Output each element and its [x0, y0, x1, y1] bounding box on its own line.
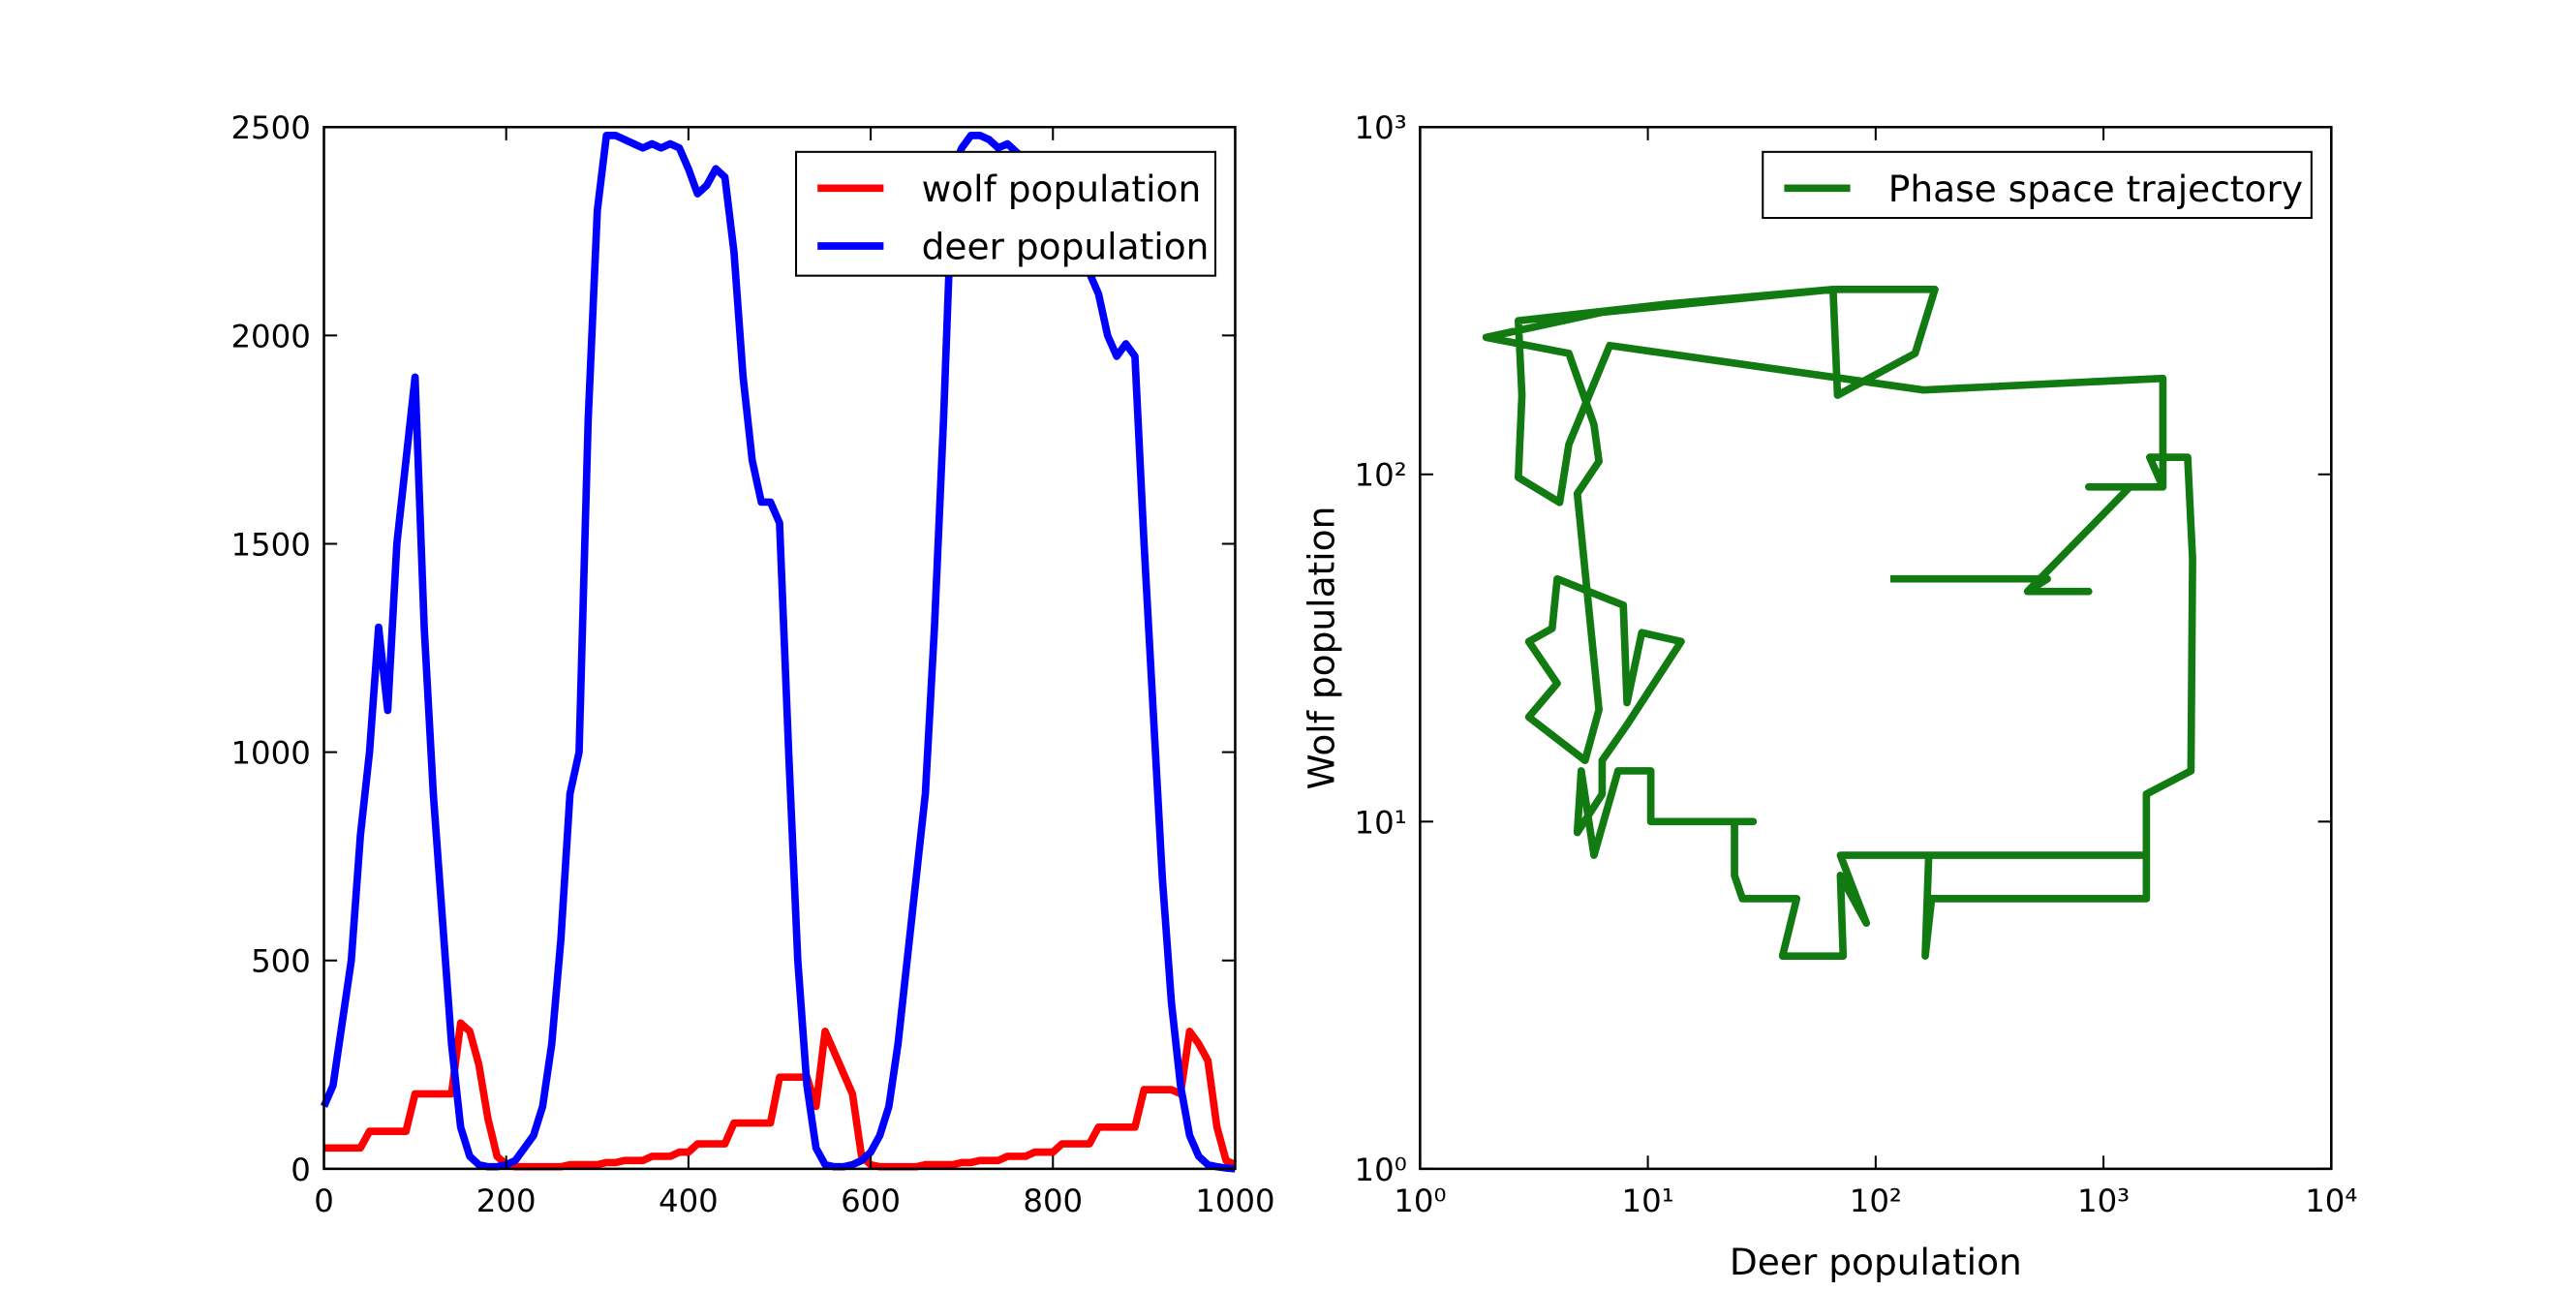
x-tick-label: 10⁴ — [2305, 1183, 2357, 1219]
x-axis-label: Deer population — [1730, 1241, 2022, 1283]
legend-frame — [795, 150, 1217, 277]
x-tick-label: 0 — [314, 1183, 334, 1219]
x-tick-label: 200 — [476, 1183, 537, 1219]
x-tick-label: 10¹ — [1622, 1183, 1674, 1219]
x-tick-label: 10² — [1850, 1183, 1902, 1219]
legend-label: wolf population — [922, 168, 1202, 210]
y-tick-label: 10² — [1355, 457, 1407, 494]
series-line — [323, 1019, 1238, 1171]
y-tick-label: 10³ — [1355, 109, 1407, 146]
x-tick-label: 10⁰ — [1394, 1183, 1446, 1219]
y-tick-label: 2000 — [230, 318, 310, 354]
legend-label: deer population — [922, 226, 1210, 268]
y-tick-label: 0 — [291, 1152, 311, 1188]
axes-frame — [322, 125, 1237, 1171]
legend-frame — [1762, 150, 2313, 220]
y-axis-label: Wolf population — [1301, 507, 1343, 790]
x-tick-label: 600 — [841, 1183, 901, 1219]
y-tick-label: 10⁰ — [1355, 1152, 1407, 1188]
y-tick-label: 500 — [251, 943, 311, 980]
series-line — [1482, 285, 2196, 960]
x-tick-label: 10³ — [2077, 1183, 2130, 1219]
y-tick-label: 2500 — [230, 109, 310, 146]
x-tick-label: 800 — [1023, 1183, 1083, 1219]
legend-label: Phase space trajectory — [1888, 168, 2303, 210]
series-line — [320, 132, 1236, 1173]
y-tick-label: 10¹ — [1355, 804, 1407, 841]
x-tick-label: 400 — [659, 1183, 719, 1219]
y-tick-label: 1500 — [230, 526, 310, 563]
y-tick-label: 1000 — [230, 735, 310, 772]
x-tick-label: 1000 — [1195, 1183, 1274, 1219]
